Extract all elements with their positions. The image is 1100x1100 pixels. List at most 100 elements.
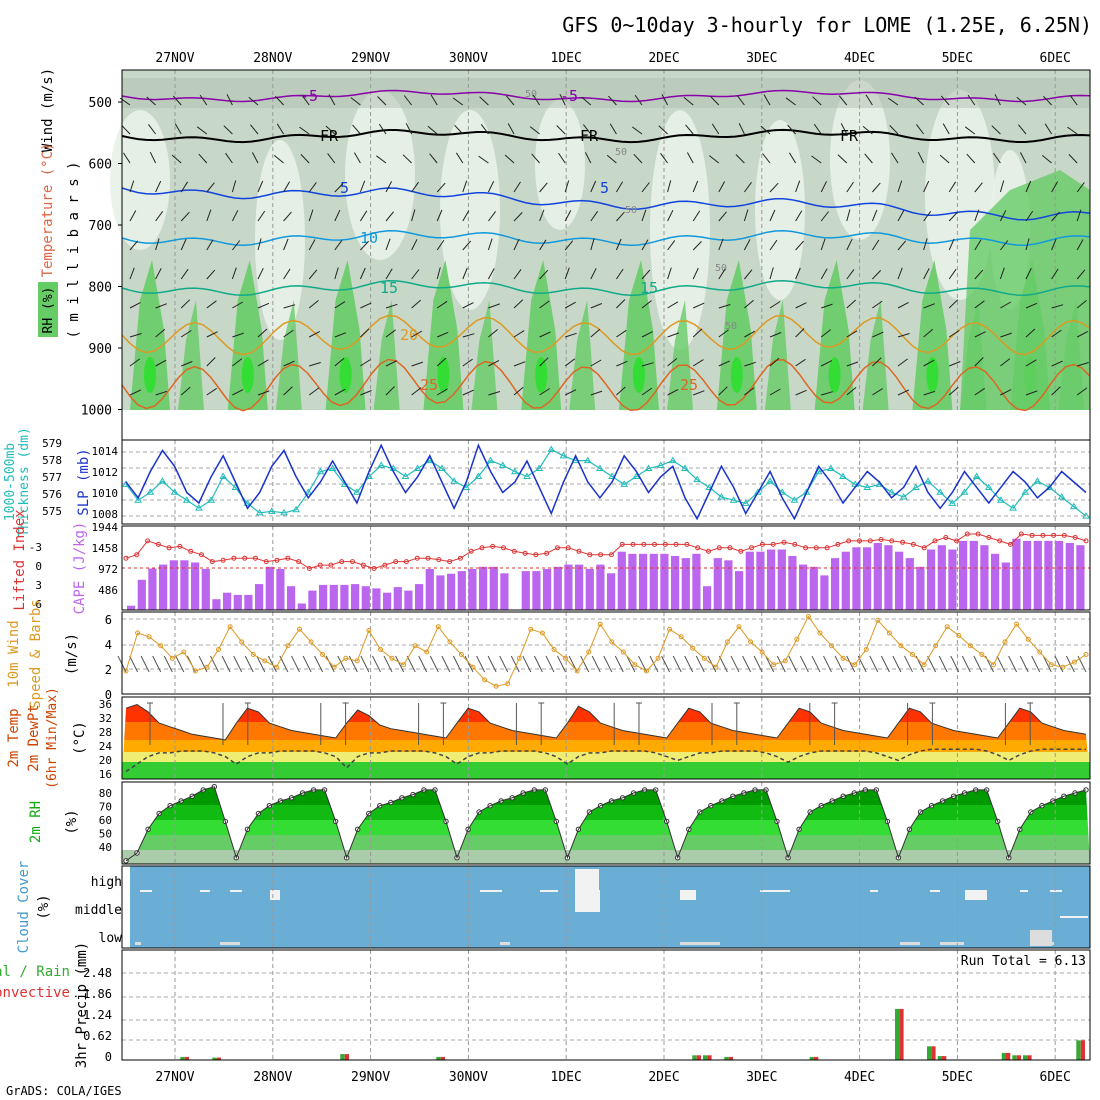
wind-barb [309,362,321,367]
thickness-point [547,445,556,453]
wind-10m-barb [487,655,497,673]
cape-bar [1055,540,1064,610]
wind-barb [487,238,493,251]
cloud-high-block [270,890,280,900]
wind-barb [581,96,592,106]
wind-barb [590,303,603,309]
cape-bar [169,560,178,610]
wind-barb [180,181,189,193]
panel-frame [121,696,1091,780]
wind-barb [788,152,797,164]
wind-barb [897,267,903,280]
wind-barb [1051,386,1061,396]
wind-10m-barb [233,655,243,673]
cape-bar [991,553,1000,610]
wind-barb [641,300,652,309]
li-point [296,559,302,565]
precip-total-bar [180,1056,185,1060]
rh-bright-core [828,357,841,393]
thickness-point [972,472,981,479]
wind-10m-barb [464,655,474,673]
cape-bar [617,551,626,610]
li-point [921,545,927,551]
wind-barb [334,301,346,309]
wind-barb [385,238,391,251]
wind-barb [276,123,285,135]
wind-10m-barb [672,655,682,673]
wind-speed-point [366,628,372,633]
wind-speed-point [840,655,846,661]
wind-10m-barb [291,655,300,673]
wind-speed-point [944,624,950,630]
wind-barb [897,240,907,251]
cape-bar [927,549,936,610]
cape-bar [521,571,530,610]
cape-bar [585,569,594,610]
cloud-high-block [540,890,558,892]
wind-barb [1076,239,1084,251]
precip-tick-label: 2.48 [83,966,112,980]
wind-barb [513,361,526,367]
wind-barb [539,331,551,338]
wind-barb [838,95,848,106]
wind-barb [641,182,650,193]
wind-barb [711,123,720,135]
wind-barb [897,358,908,367]
wind-barb [1076,269,1086,280]
thickness-point [620,480,629,487]
cape-bar [607,573,616,610]
bottom-date-label: 4DEC [844,1070,875,1085]
wind-speed-point [782,658,788,664]
wind-barb [206,357,216,367]
wind-barb [462,333,475,338]
wind-speed-point [320,652,326,657]
wind-barb [155,180,162,193]
wind-barb [948,211,958,222]
wind-speed-point [250,652,256,657]
wind-barb [385,268,393,280]
wind-barb [359,180,366,193]
cape-bar [393,587,402,610]
wind-barb [692,328,703,338]
thickness-point [596,464,604,472]
wind-barb [462,210,470,222]
wind-barb [359,267,366,280]
wind-barb [257,359,269,367]
wind-10m-barb [938,655,948,673]
wind-barb [513,299,524,309]
cape-bar [265,566,274,610]
rh-green-plume [667,300,693,410]
wind-10m-barb [302,655,312,673]
wind-barb [283,238,289,251]
wind-barb [155,211,164,222]
wind-speed-point [609,639,615,645]
rh-bright-core [144,357,156,393]
wind-barb [539,182,548,193]
wind-barb [820,211,829,222]
cape-bar [489,566,498,610]
cape-bar [361,586,370,610]
thickness-point [583,456,592,464]
wind-barb [923,328,934,338]
wind-barb [513,386,524,396]
wind-barb [590,359,602,367]
temp-tick-label: 24 [99,740,113,753]
wind-barb [360,302,372,309]
cape-bar [596,564,605,610]
wind-barb [1051,181,1059,193]
wind-barb [718,304,731,309]
wind-speed-point [586,649,592,655]
wind-barb [385,360,398,367]
wind-barb [129,267,135,280]
precip-total-bar [809,1056,814,1060]
wind-10m-barb [649,655,659,673]
precip-tick-label: 1.24 [83,1008,112,1022]
wind-barb [411,387,422,396]
temperature-label: Temperature (°C) [40,143,56,278]
wind-barb [196,126,208,135]
li-point [199,552,204,558]
wind-barb [504,154,515,164]
wind-barb [865,94,873,106]
wind-speed-point [886,630,892,636]
